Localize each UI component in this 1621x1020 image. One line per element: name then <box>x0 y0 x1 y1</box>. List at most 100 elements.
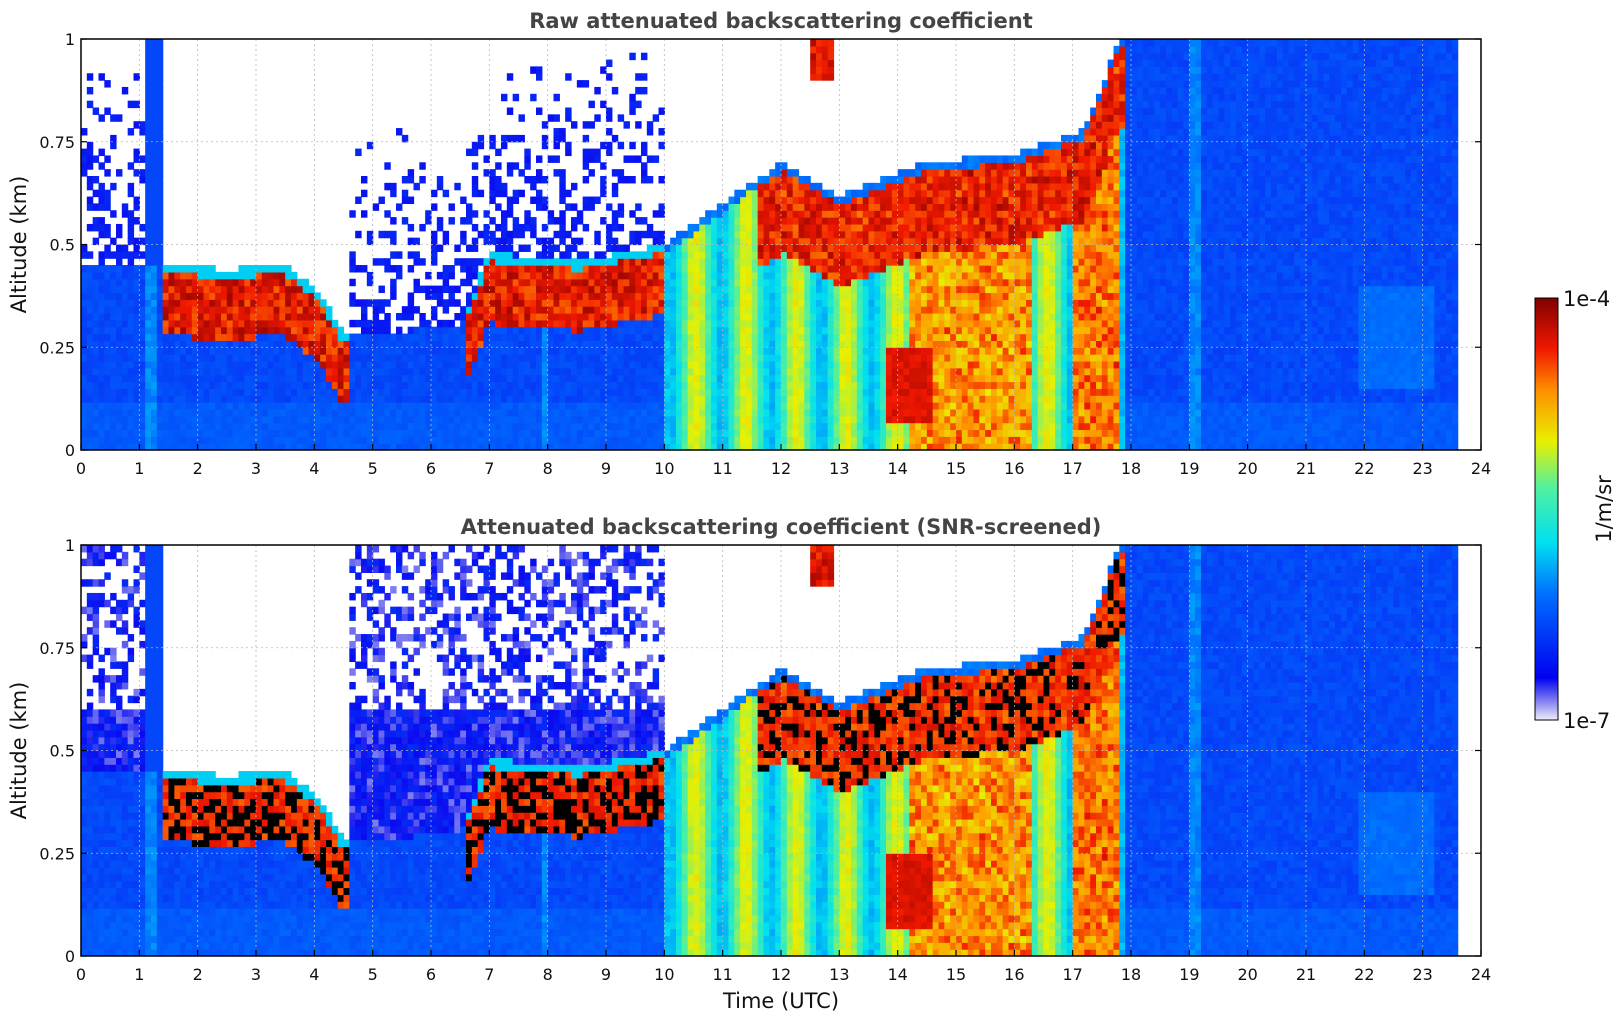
heatmap-cell <box>833 251 840 259</box>
heatmap-cell <box>781 443 788 450</box>
heatmap-cell <box>611 381 619 389</box>
heatmap-cell <box>606 244 613 252</box>
heatmap-cell <box>810 299 817 307</box>
heatmap-cell <box>886 415 893 424</box>
heatmap-cell <box>926 176 934 184</box>
heatmap-cell <box>833 258 840 266</box>
heatmap-cell <box>110 237 117 246</box>
heatmap-cell <box>151 402 158 410</box>
heatmap-cell <box>839 422 846 431</box>
heatmap-cell <box>798 326 805 335</box>
heatmap-cell <box>466 347 473 355</box>
heatmap-cell <box>337 340 345 348</box>
heatmap-cell <box>821 340 829 348</box>
heatmap-cell <box>886 189 893 198</box>
heatmap-cell <box>285 285 292 294</box>
heatmap-cell <box>238 395 245 403</box>
heatmap-cell <box>267 271 275 280</box>
heatmap-cell <box>384 313 391 321</box>
heatmap-cell <box>658 271 665 280</box>
heatmap-cell <box>250 313 257 321</box>
heatmap-cell <box>687 367 695 376</box>
heatmap-cell <box>816 196 823 204</box>
heatmap-cell <box>116 443 123 450</box>
heatmap-cell <box>699 436 706 444</box>
heatmap-cell <box>606 374 613 383</box>
heatmap-cell <box>547 347 555 355</box>
heatmap-cell <box>775 402 782 410</box>
heatmap-cell <box>874 443 881 450</box>
heatmap-cell <box>396 360 403 369</box>
heatmap-cell <box>728 278 735 287</box>
heatmap-cell <box>127 367 135 376</box>
heatmap-cell <box>903 176 910 184</box>
heatmap-cell <box>740 415 747 424</box>
heatmap-cell <box>810 333 817 341</box>
heatmap-cell <box>769 196 776 204</box>
heatmap-cell <box>816 415 823 424</box>
heatmap-cell <box>419 422 426 431</box>
heatmap-cell <box>571 408 578 417</box>
heatmap-cell <box>699 443 706 450</box>
heatmap-cell <box>541 196 549 204</box>
heatmap-cell <box>372 306 380 314</box>
heatmap-cell <box>110 388 117 396</box>
heatmap-cell <box>798 230 805 239</box>
heatmap-cell <box>571 258 578 266</box>
heatmap-cell <box>600 182 607 191</box>
heatmap-cell <box>915 313 922 321</box>
heatmap-cell <box>588 395 595 403</box>
heatmap-cell <box>553 169 560 177</box>
heatmap-cell <box>862 347 870 355</box>
heatmap-cell <box>623 367 630 376</box>
heatmap-cell <box>856 237 864 246</box>
heatmap-cell <box>781 176 788 184</box>
heatmap-cell <box>588 436 595 444</box>
heatmap-cell <box>652 230 660 239</box>
heatmap-cell <box>600 271 607 280</box>
heatmap-cell <box>512 271 520 280</box>
heatmap-cell <box>495 313 502 321</box>
heatmap-cell <box>588 402 595 410</box>
heatmap-cell <box>600 66 607 74</box>
heatmap-cell <box>308 367 315 376</box>
heatmap-cell <box>839 347 846 355</box>
heatmap-cell <box>722 299 730 307</box>
heatmap-cell <box>676 237 683 246</box>
raw-panel-title: Raw attenuated backscattering coefficien… <box>529 9 1033 33</box>
heatmap-cell <box>536 422 543 431</box>
heatmap-cell <box>553 319 560 328</box>
heatmap-cell <box>676 306 683 314</box>
heatmap-cell <box>477 429 485 437</box>
heatmap-cell <box>156 134 164 143</box>
heatmap-cell <box>501 402 508 410</box>
heatmap-cell <box>151 333 158 341</box>
heatmap-cell <box>693 251 700 259</box>
heatmap-cell <box>664 313 671 321</box>
heatmap-cell <box>162 285 170 294</box>
heatmap-cell <box>757 381 765 389</box>
heatmap-cell <box>326 354 333 362</box>
heatmap-cell <box>116 367 123 376</box>
heatmap-cell <box>769 436 776 444</box>
heatmap-cell <box>833 360 840 369</box>
heatmap-cell <box>833 265 840 273</box>
heatmap-cell <box>477 340 485 348</box>
heatmap-cell <box>897 381 905 389</box>
heatmap-cell <box>530 347 537 355</box>
heatmap-cell <box>495 237 502 246</box>
heatmap-cell <box>244 292 251 300</box>
heatmap-cell <box>623 436 630 444</box>
heatmap-cell <box>629 278 636 287</box>
heatmap-cell <box>221 374 228 383</box>
heatmap-cell <box>244 306 251 314</box>
heatmap-cell <box>530 402 537 410</box>
heatmap-cell <box>104 278 111 287</box>
heatmap-cell <box>798 374 805 383</box>
heatmap-cell <box>775 395 782 403</box>
heatmap-cell <box>553 299 560 307</box>
heatmap-cell <box>845 217 852 225</box>
heatmap-cell <box>431 340 438 348</box>
heatmap-cell <box>98 203 105 211</box>
heatmap-cell <box>98 326 105 335</box>
